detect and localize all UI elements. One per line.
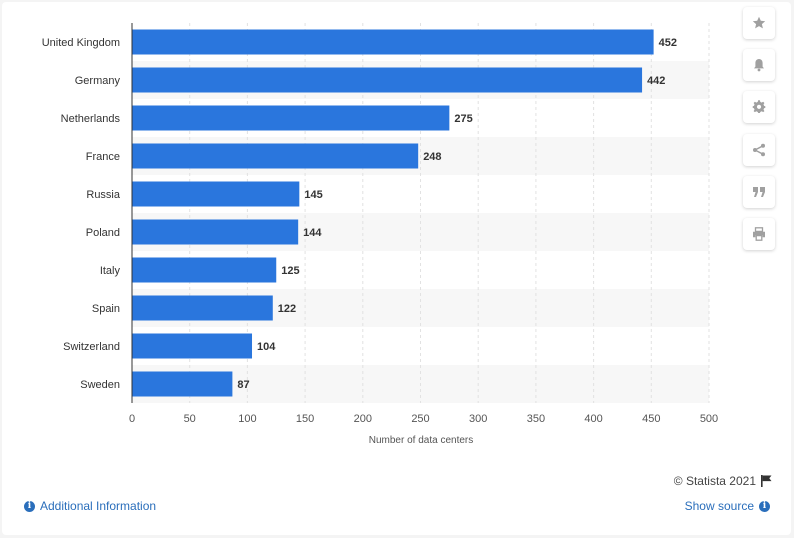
bar[interactable] <box>132 219 299 245</box>
category-label: Russia <box>86 189 121 201</box>
x-tick-label: 500 <box>700 413 718 425</box>
show-source-link[interactable]: Show source i <box>685 499 770 513</box>
bar[interactable] <box>132 29 654 55</box>
x-tick-label: 100 <box>238 413 256 425</box>
quote-button[interactable] <box>743 176 775 208</box>
x-axis-ticks: 0 50 100 150 200 250 300 350 400 450 500 <box>129 413 718 425</box>
value-label: 87 <box>237 379 249 391</box>
additional-information-label: Additional Information <box>40 499 157 513</box>
x-tick-label: 200 <box>354 413 372 425</box>
bar[interactable] <box>132 295 273 321</box>
statista-credit[interactable]: © Statista 2021 <box>674 474 772 488</box>
value-label: 122 <box>278 303 296 315</box>
additional-information-link[interactable]: i Additional Information <box>24 499 156 513</box>
value-label: 104 <box>257 341 276 353</box>
x-tick-label: 300 <box>469 413 487 425</box>
bar[interactable] <box>132 67 643 93</box>
x-tick-label: 250 <box>411 413 429 425</box>
x-tick-label: 50 <box>184 413 196 425</box>
x-tick-label: 400 <box>584 413 602 425</box>
category-label: France <box>86 151 120 163</box>
bars: United Kingdom 452 Germany 442 Netherlands 27… <box>42 29 677 397</box>
x-tick-label: 150 <box>296 413 314 425</box>
x-axis-title: Number of data centers <box>369 435 474 446</box>
star-button[interactable] <box>743 7 775 39</box>
share-button[interactable] <box>743 134 775 166</box>
category-label: United Kingdom <box>42 37 120 49</box>
bar[interactable] <box>132 371 233 397</box>
bell-icon <box>754 59 764 72</box>
gear-icon <box>752 100 766 114</box>
print-button[interactable] <box>743 218 775 250</box>
value-label: 144 <box>303 227 322 239</box>
share-icon <box>753 143 765 157</box>
bell-button[interactable] <box>743 49 775 81</box>
category-label: Spain <box>92 303 120 315</box>
flag-icon <box>761 475 772 487</box>
value-label: 248 <box>423 151 441 163</box>
x-tick-label: 450 <box>642 413 660 425</box>
value-label: 275 <box>454 113 472 125</box>
bar[interactable] <box>132 143 419 169</box>
category-label: Netherlands <box>61 113 121 125</box>
category-label: Poland <box>86 227 120 239</box>
category-label: Sweden <box>80 379 120 391</box>
info-icon: i <box>759 500 770 512</box>
quote-icon <box>753 187 765 197</box>
star-icon <box>752 16 766 29</box>
value-label: 452 <box>659 37 677 49</box>
category-label: Switzerland <box>63 341 120 353</box>
category-label: Italy <box>100 265 121 277</box>
bar[interactable] <box>132 105 450 131</box>
category-label: Germany <box>75 75 121 87</box>
bar[interactable] <box>132 333 253 359</box>
info-icon: i <box>24 500 35 512</box>
show-source-label: Show source <box>684 499 754 513</box>
x-tick-label: 0 <box>129 413 135 425</box>
x-tick-label: 350 <box>527 413 545 425</box>
credit-text: © Statista 2021 <box>673 474 756 488</box>
value-label: 125 <box>281 265 299 277</box>
value-label: 442 <box>647 75 665 87</box>
value-label: 145 <box>304 189 322 201</box>
print-icon <box>753 227 765 241</box>
bar[interactable] <box>132 181 300 207</box>
gear-button[interactable] <box>743 91 775 123</box>
bar[interactable] <box>132 257 277 283</box>
